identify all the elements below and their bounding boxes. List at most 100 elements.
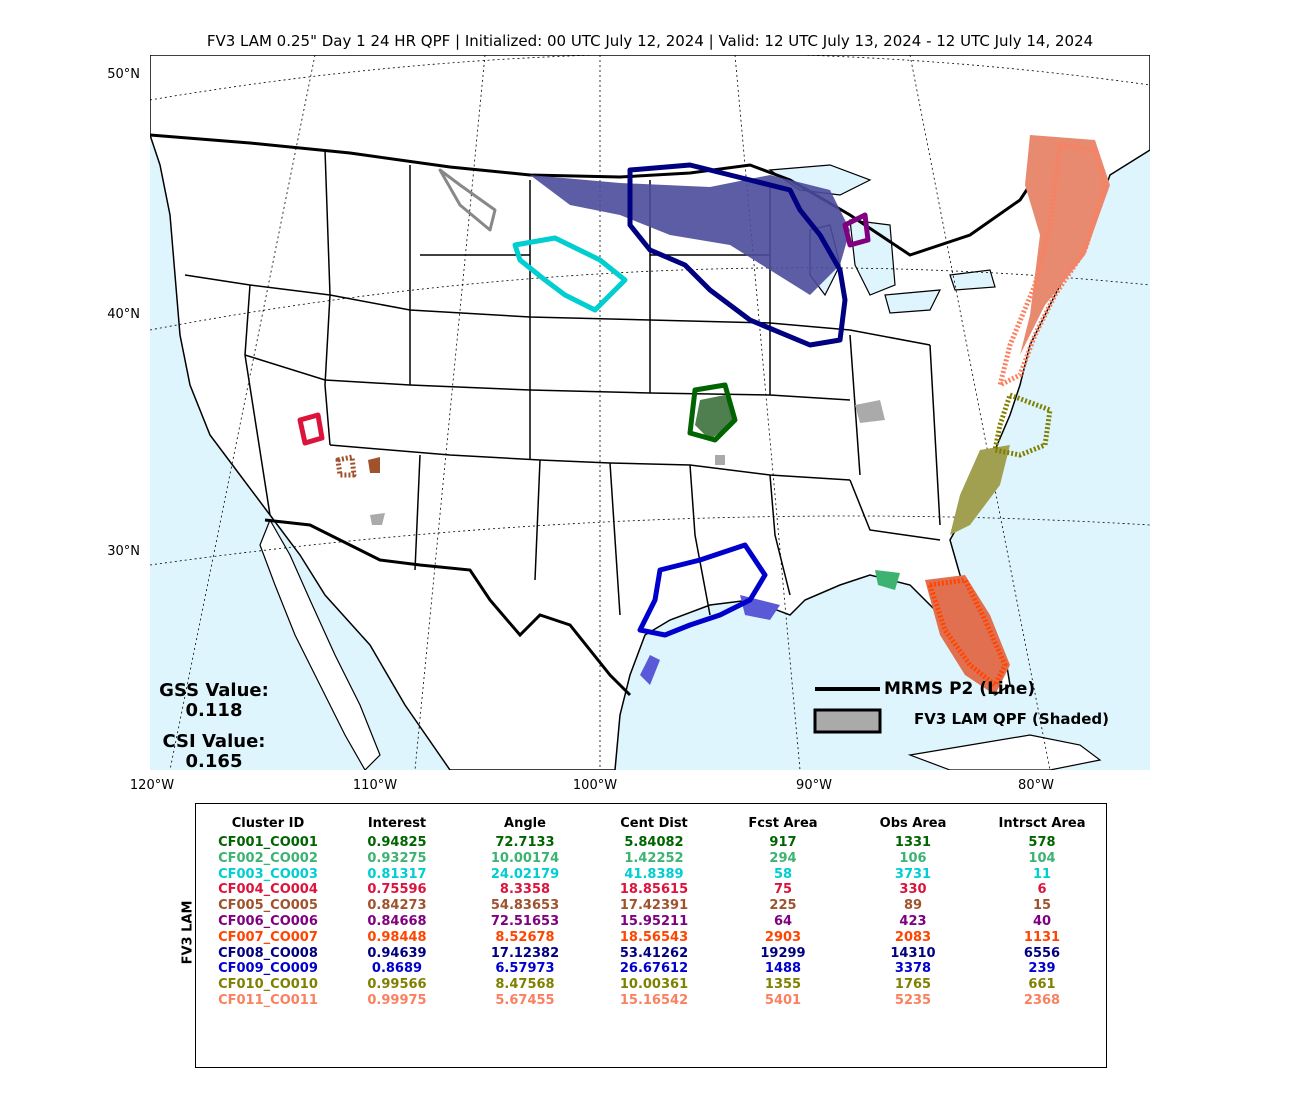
header-intrsct-area: Intrsct Area [998, 816, 1086, 831]
table-cell-angle: 8.3358 [499, 882, 551, 898]
table-cell-obs-area: 14310 [890, 945, 936, 961]
table-cell-fcst-area: 294 [769, 850, 797, 866]
lon-label-120: 120°W [129, 778, 175, 793]
table-cell-obs-area: 2083 [894, 929, 932, 945]
table-cell-angle: 6.57973 [495, 961, 555, 977]
canada-border [150, 133, 1052, 257]
table-cell-intrsct-area: 578 [1028, 835, 1056, 850]
table-cell-angle: 72.51653 [490, 914, 560, 929]
table-cell-intrsct-area: 661 [1028, 977, 1056, 993]
legend-shaded-label: FV3 LAM QPF (Shaded) [914, 710, 1110, 728]
table-cell-interest: 0.98448 [367, 929, 427, 945]
header-cent-dist: Cent Dist [620, 816, 688, 831]
cf011-contour [997, 142, 1108, 388]
table-cell-intrsct-area: 2368 [1023, 993, 1061, 1008]
cf010-contour [992, 392, 1053, 458]
csi-value: 0.165 [185, 751, 243, 772]
gss-label: GSS Value: [159, 680, 269, 701]
header-cluster-id: Cluster ID [231, 816, 305, 831]
header-obs-area: Obs Area [879, 816, 947, 831]
table-cell-cluster-id: CF010_CO010 [218, 977, 318, 993]
table-cell-intrsct-area: 1131 [1023, 929, 1061, 945]
table-cell-cent-dist: 15.95211 [619, 914, 689, 929]
map-legend [813, 687, 882, 734]
observed-contours [297, 142, 1108, 688]
table-cell-obs-area: 89 [903, 898, 923, 914]
cf008-contour [627, 162, 848, 348]
table-cell-intrsct-area: 6556 [1023, 945, 1061, 961]
table-cell-obs-area: 3378 [894, 961, 932, 977]
header-interest: Interest [367, 816, 427, 831]
graticule [150, 55, 1150, 770]
table-cell-obs-area: 5235 [894, 993, 932, 1008]
table-cell-interest: 0.84273 [367, 898, 427, 914]
table-cell-cluster-id: CF008_CO008 [218, 945, 318, 961]
table-cell-fcst-area: 2903 [764, 929, 802, 945]
table-cell-interest: 0.94825 [367, 835, 427, 850]
table-cell-fcst-area: 1355 [764, 977, 802, 993]
gss-value: 0.118 [185, 700, 243, 721]
cf007-shaded [925, 575, 1010, 695]
table-cell-cent-dist: 5.84082 [624, 835, 684, 850]
cf005-shaded [368, 457, 380, 473]
table-cell-obs-area: 330 [899, 882, 927, 898]
legend-line-label: MRMS P2 (Line) [884, 679, 1036, 699]
cf006-contour [842, 212, 871, 248]
table-cell-angle: 17.12382 [490, 945, 560, 961]
table-cell-intrsct-area: 11 [1032, 866, 1052, 882]
table-cell-obs-area: 423 [899, 914, 927, 929]
lon-label-110: 110°W [352, 778, 398, 793]
cf009-contour [637, 542, 768, 638]
forecast-shaded [368, 135, 1110, 695]
qpf-map [150, 55, 1150, 770]
cluster-stats-table: Cluster ID Interest Angle Cent Dist Fcst… [195, 803, 1107, 1068]
cf011-shaded [1000, 135, 1110, 395]
table-cell-interest: 0.75596 [367, 882, 427, 898]
table-cell-fcst-area: 5401 [764, 993, 802, 1008]
table-cell-interest: 0.84668 [367, 914, 427, 929]
table-cell-cent-dist: 41.8389 [624, 866, 684, 882]
lat-label-50: 50°N [107, 67, 140, 82]
table-cell-interest: 0.99975 [367, 993, 427, 1008]
table-cell-angle: 10.00174 [490, 850, 560, 866]
lat-label-30: 30°N [107, 544, 140, 559]
table-cell-cluster-id: CF007_CO007 [218, 929, 318, 945]
mexico-border [264, 518, 632, 697]
lon-label-90: 90°W [796, 778, 832, 793]
table-cell-fcst-area: 225 [769, 898, 797, 914]
table-cell-obs-area: 106 [899, 850, 927, 866]
table-cell-obs-area: 1331 [894, 835, 932, 850]
table-cell-interest: 0.94639 [367, 945, 427, 961]
cf005-contour [335, 454, 357, 478]
table-cell-obs-area: 1765 [894, 977, 932, 993]
table-cell-interest: 0.99566 [367, 977, 427, 993]
legend-shaded-swatch [813, 708, 882, 734]
table-cell-cluster-id: CF004_CO004 [218, 882, 318, 898]
cf007-contour [927, 577, 1008, 688]
cf001-contour [687, 382, 738, 443]
cf003-contour [512, 235, 628, 313]
table-cell-fcst-area: 64 [773, 914, 793, 929]
table-cell-cent-dist: 10.00361 [619, 977, 689, 993]
cf001-shaded [695, 395, 735, 440]
table-cell-intrsct-area: 239 [1028, 961, 1056, 977]
cuba [907, 734, 1102, 770]
table-cell-fcst-area: 1488 [764, 961, 802, 977]
table-cell-angle: 54.83653 [490, 898, 560, 914]
table-cell-angle: 8.52678 [495, 929, 555, 945]
table-cell-cent-dist: 18.85615 [619, 882, 689, 898]
lat-label-40: 40°N [107, 307, 140, 322]
state-boundaries [184, 149, 941, 616]
lon-label-100: 100°W [572, 778, 618, 793]
table-cell-angle: 72.7133 [495, 835, 555, 850]
table-cell-intrsct-area: 104 [1028, 850, 1056, 866]
table-side-label: FV3 LAM [180, 900, 196, 965]
table-cell-cent-dist: 1.42252 [624, 850, 684, 866]
table-cell-interest: 0.81317 [367, 866, 427, 882]
header-fcst-area: Fcst Area [748, 816, 818, 831]
table-cell-interest: 0.93275 [367, 850, 427, 866]
table-cell-angle: 5.67455 [495, 993, 555, 1008]
table-cell-fcst-area: 917 [769, 835, 797, 850]
table-cell-cluster-id: CF001_CO001 [218, 835, 318, 850]
map-title: FV3 LAM 0.25" Day 1 24 HR QPF | Initiali… [206, 32, 1094, 50]
